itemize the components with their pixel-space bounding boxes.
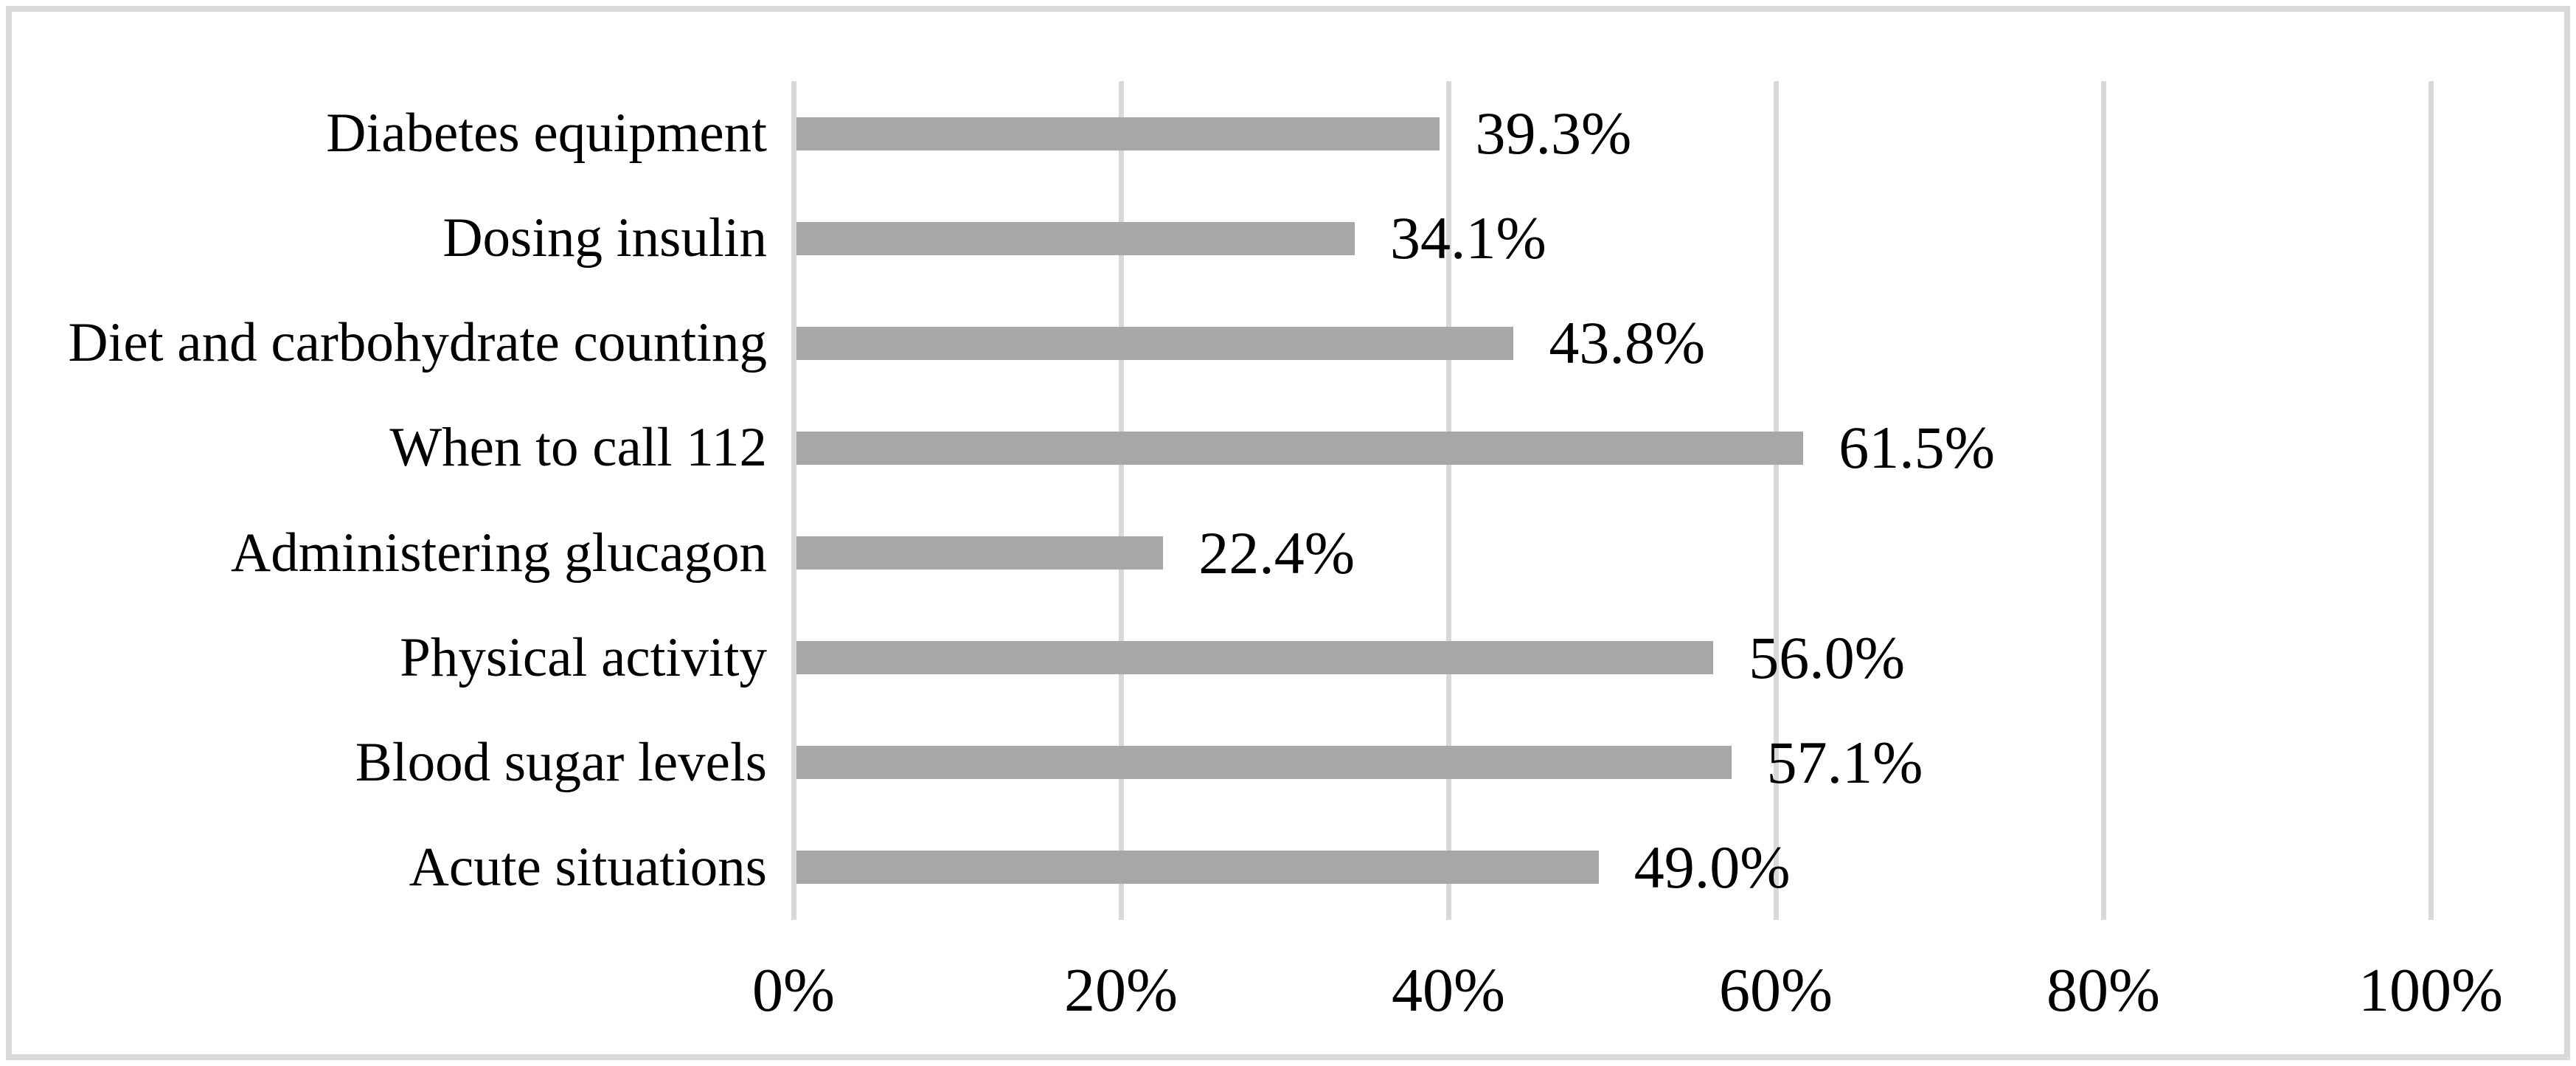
bar-when-to-call-112	[796, 431, 1804, 465]
bar-administering-glucagon	[796, 536, 1164, 570]
bar-diet-and-carbohydrate-counting	[796, 326, 1514, 360]
bar-physical-activity	[796, 641, 1714, 675]
value-label: 61.5%	[1839, 414, 1996, 482]
gridline-100%	[2428, 81, 2434, 920]
category-label: Administering glucagon	[231, 522, 767, 584]
value-label: 57.1%	[1766, 728, 1923, 796]
bar-dosing-insulin	[796, 221, 1355, 255]
x-axis-tick-label: 80%	[2046, 956, 2160, 1025]
value-label: 22.4%	[1198, 519, 1355, 586]
bar-blood-sugar-levels	[796, 746, 1732, 780]
category-label: Blood sugar levels	[355, 731, 767, 793]
value-label: 39.3%	[1475, 100, 1632, 167]
x-axis-tick-label: 100%	[2358, 956, 2503, 1025]
value-label: 49.0%	[1634, 833, 1791, 901]
x-axis-tick-label: 40%	[1392, 956, 1505, 1025]
value-label: 34.1%	[1390, 204, 1546, 272]
x-axis-tick-label: 20%	[1064, 956, 1178, 1025]
figure-border-frame	[6, 6, 2570, 1060]
gridline-60%	[1773, 81, 1779, 920]
gridline-20%	[1118, 81, 1124, 920]
bar-acute-situations	[796, 851, 1599, 885]
bar-diabetes-equipment	[796, 117, 1440, 150]
category-label: Physical activity	[400, 626, 767, 688]
gridline-0%	[791, 81, 796, 920]
category-label: Diet and carbohydrate counting	[68, 312, 767, 374]
value-label: 56.0%	[1749, 623, 1905, 691]
value-label: 43.8%	[1549, 309, 1706, 377]
x-axis-tick-label: 60%	[1719, 956, 1833, 1025]
category-label: Diabetes equipment	[326, 103, 767, 165]
category-label: When to call 112	[389, 417, 767, 479]
gridline-80%	[2100, 81, 2106, 920]
gridline-40%	[1445, 81, 1451, 920]
x-axis-tick-label: 0%	[752, 956, 835, 1025]
category-label: Dosing insulin	[442, 207, 767, 269]
category-label: Acute situations	[409, 836, 767, 898]
